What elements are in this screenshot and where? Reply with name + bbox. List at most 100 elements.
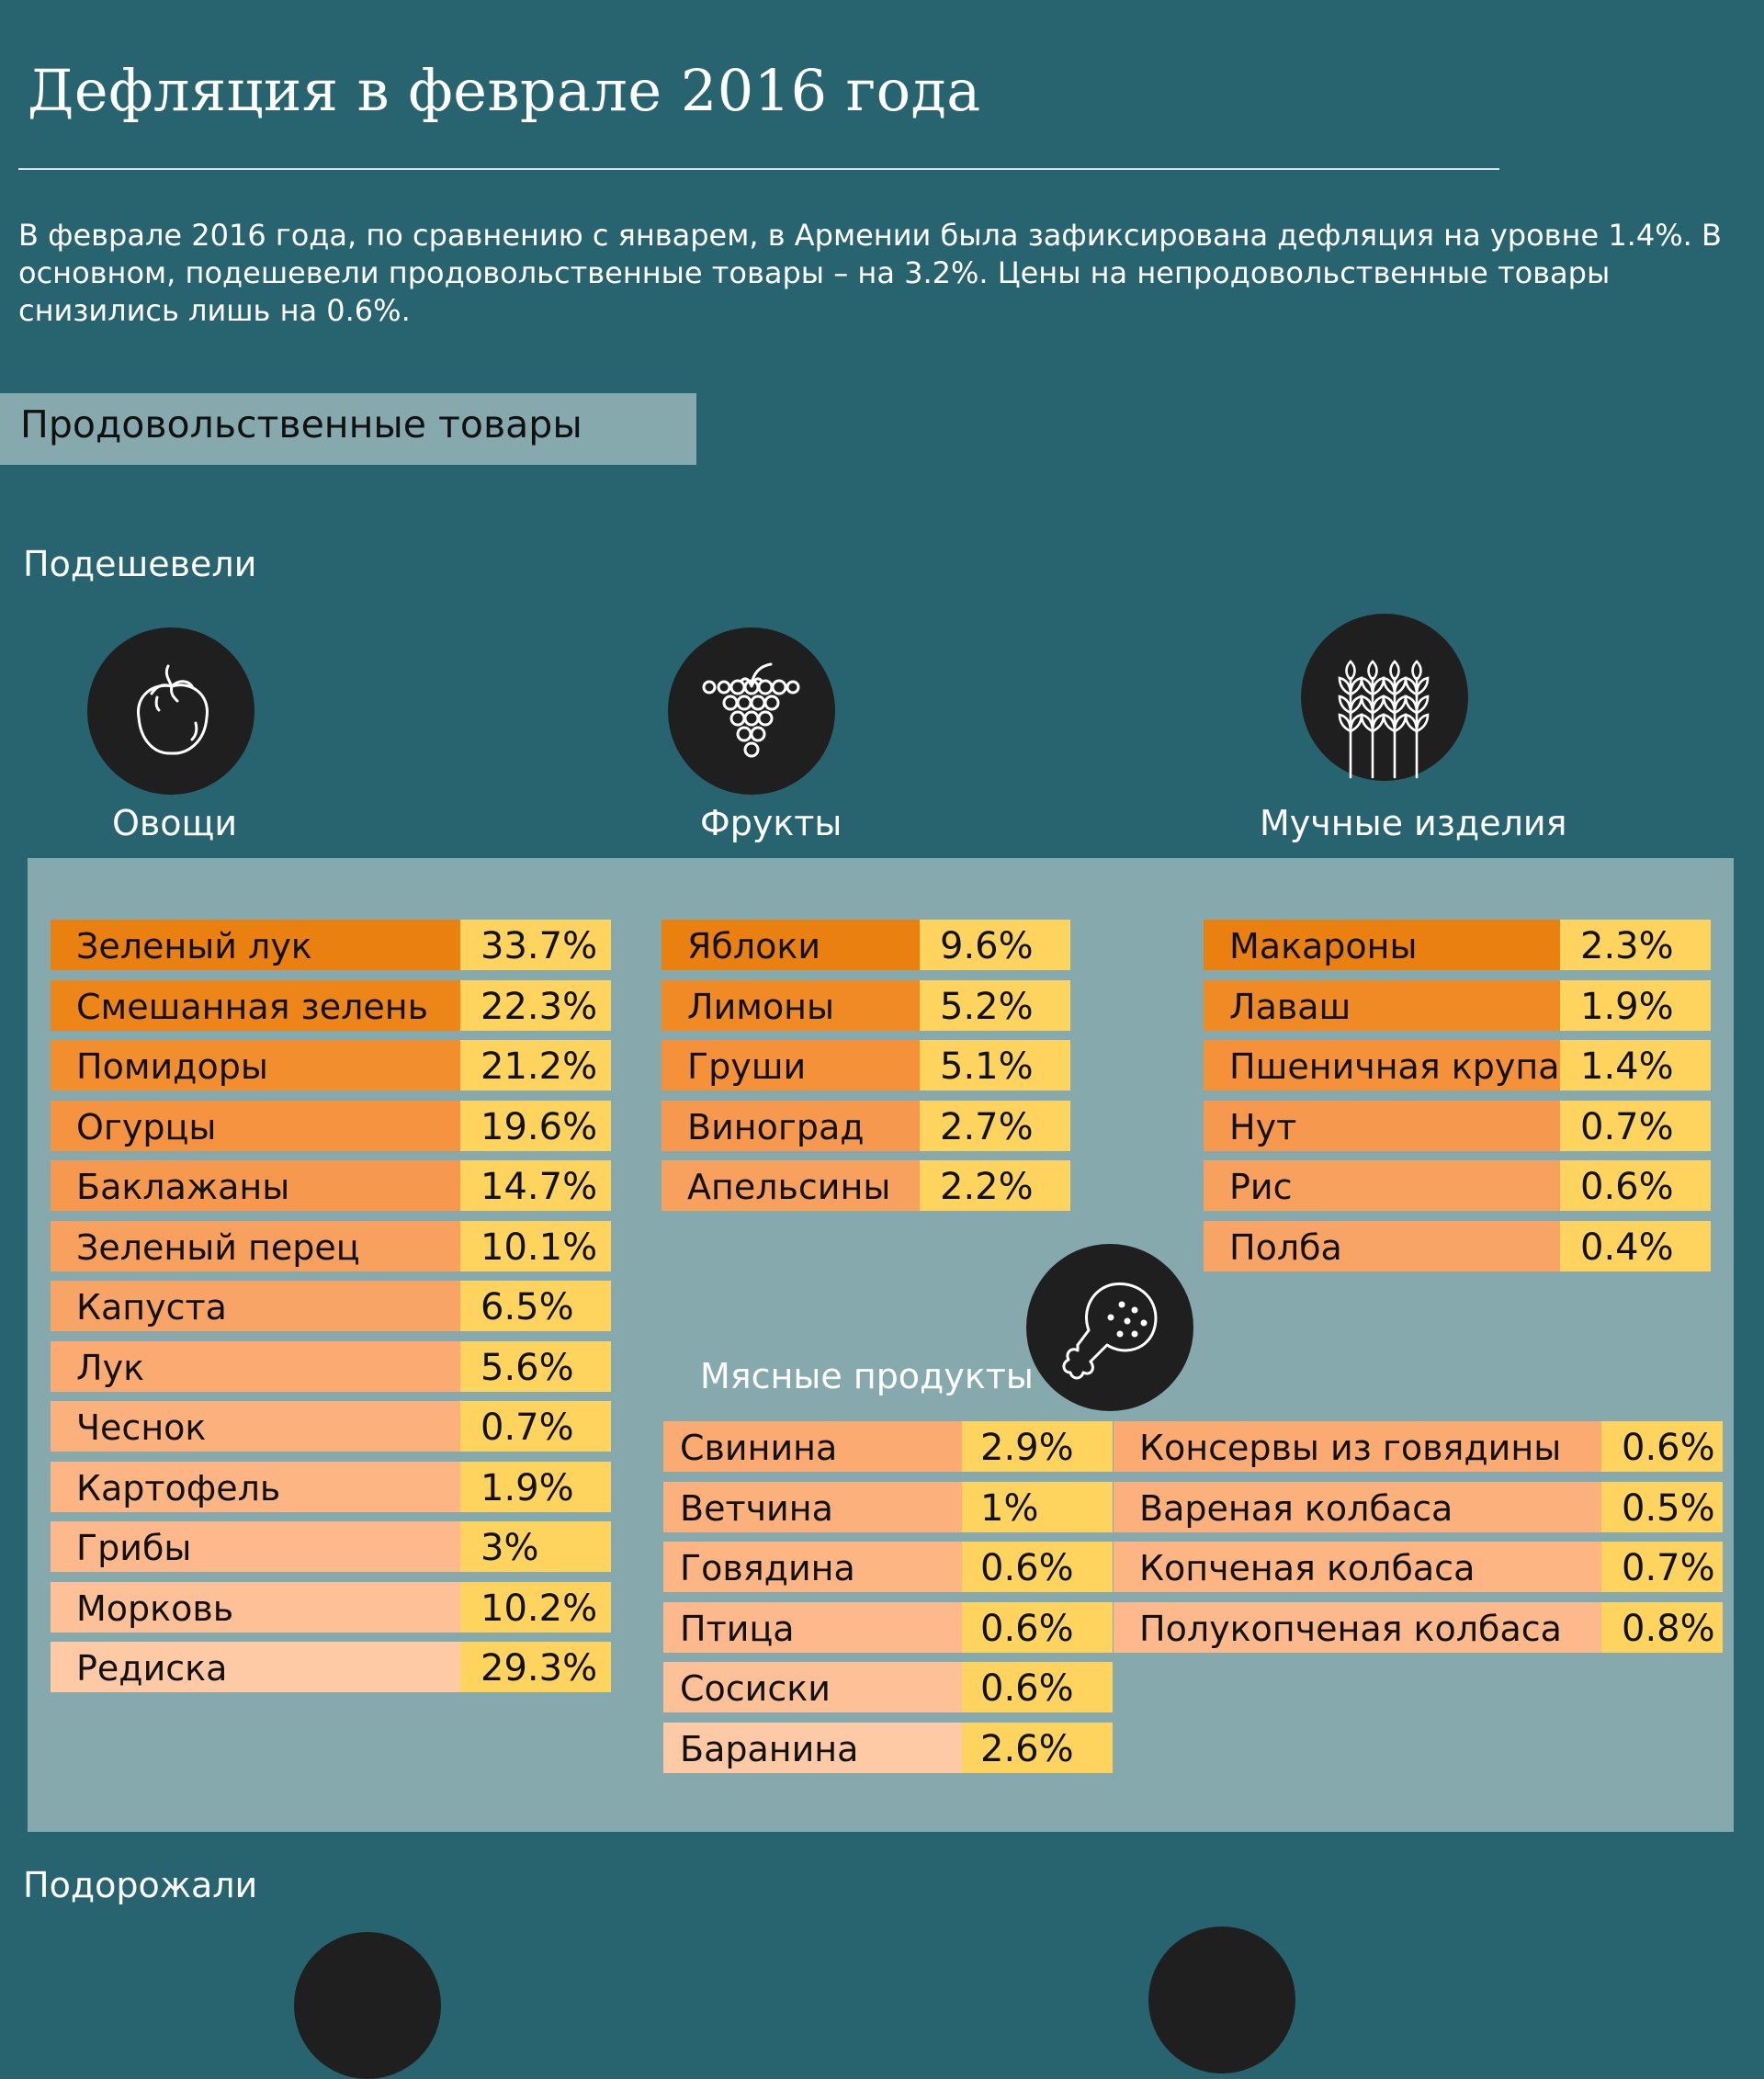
item-name: Свинина <box>663 1421 962 1472</box>
category-label-fruits: Фрукты <box>700 803 842 843</box>
item-value: 2.2% <box>920 1160 1070 1211</box>
table-row: Баранина 2.6% <box>663 1722 1113 1773</box>
table-row: Лаваш 1.9% <box>1204 979 1711 1031</box>
item-name: Лимоны <box>662 979 920 1031</box>
item-value: 0.8% <box>1601 1601 1723 1653</box>
item-name: Нут <box>1204 1100 1560 1151</box>
item-name: Вареная колбаса <box>1114 1481 1601 1532</box>
category-label-meat: Мясные продукты <box>700 1356 1034 1396</box>
item-name: Сосиски <box>663 1662 962 1712</box>
item-value: 33.7% <box>460 920 611 970</box>
vegetables-table: Зеленый лук 33.7% Смешанная зелень 22.3% Пом… <box>51 920 611 1702</box>
table-row: Морковь 10.2% <box>51 1581 611 1633</box>
intro-paragraph: В феврале 2016 года, по сравнению с янва… <box>18 218 1722 328</box>
item-name: Капуста <box>51 1281 460 1331</box>
item-name: Консервы из говядины <box>1114 1421 1601 1472</box>
table-row: Полукопченая колбаса 0.8% <box>1114 1601 1723 1653</box>
meat-table: Свинина 2.9% Ветчина 1% Говядина 0.6% Птица 0.6… <box>663 1421 1113 1782</box>
item-name: Чеснок <box>51 1401 460 1452</box>
table-row: Картофель 1.9% <box>51 1461 611 1512</box>
cheaper-heading: Подешевели <box>23 544 257 584</box>
item-name: Груши <box>662 1040 920 1090</box>
table-row: Виноград 2.7% <box>662 1100 1070 1151</box>
item-value: 1.9% <box>460 1461 611 1512</box>
table-row: Птица 0.6% <box>663 1601 1113 1653</box>
table-row: Консервы из говядины 0.6% <box>1114 1421 1723 1472</box>
item-name: Полба <box>1204 1220 1560 1271</box>
table-row: Яблоки 9.6% <box>662 920 1070 970</box>
fruits-table: Яблоки 9.6% Лимоны 5.2% Груши 5.1% Виноград 2.7… <box>662 920 1070 1221</box>
item-name: Полукопченая колбаса <box>1114 1601 1601 1653</box>
item-value: 0.6% <box>962 1542 1113 1592</box>
item-name: Яблоки <box>662 920 920 970</box>
item-value: 0.5% <box>1601 1481 1723 1532</box>
item-value: 5.6% <box>460 1340 611 1392</box>
table-row: Пшеничная крупа 1.4% <box>1204 1040 1711 1090</box>
category-label-flour: Мучные изделия <box>1260 803 1567 843</box>
item-name: Копченая колбаса <box>1114 1542 1601 1592</box>
item-value: 2.3% <box>1560 920 1711 970</box>
item-value: 0.7% <box>1601 1542 1723 1592</box>
item-value: 2.6% <box>962 1722 1113 1773</box>
item-name: Лук <box>51 1340 460 1392</box>
item-name: Баранина <box>663 1722 962 1773</box>
item-value: 0.6% <box>962 1662 1113 1712</box>
table-row: Апельсины 2.2% <box>662 1160 1070 1211</box>
item-value: 0.7% <box>1560 1100 1711 1151</box>
grapes-icon <box>668 627 835 795</box>
item-name: Говядина <box>663 1542 962 1592</box>
table-row: Рис 0.6% <box>1204 1160 1711 1211</box>
item-value: 0.6% <box>1560 1160 1711 1211</box>
table-row: Ветчина 1% <box>663 1481 1113 1532</box>
category-label-vegetables: Овощи <box>112 803 238 843</box>
table-row: Смешанная зелень 22.3% <box>51 979 611 1031</box>
section-header-bar <box>0 393 696 465</box>
item-value: 6.5% <box>460 1281 611 1331</box>
table-row: Грибы 3% <box>51 1521 611 1572</box>
table-row: Нут 0.7% <box>1204 1100 1711 1151</box>
item-name: Пшеничная крупа <box>1204 1040 1560 1090</box>
page-title: Дефляция в феврале 2016 года <box>28 57 981 124</box>
table-row: Копченая колбаса 0.7% <box>1114 1542 1723 1592</box>
item-value: 2.9% <box>962 1421 1113 1472</box>
item-name: Морковь <box>51 1581 460 1633</box>
table-row: Зеленый лук 33.7% <box>51 920 611 970</box>
item-name: Макароны <box>1204 920 1560 970</box>
table-row: Помидоры 21.2% <box>51 1040 611 1090</box>
item-value: 22.3% <box>460 979 611 1031</box>
chicken-leg-icon <box>1026 1244 1193 1411</box>
item-value: 21.2% <box>460 1040 611 1090</box>
table-row: Полба 0.4% <box>1204 1220 1711 1271</box>
pricier-heading: Подорожали <box>23 1865 258 1905</box>
table-row: Сосиски 0.6% <box>663 1662 1113 1712</box>
item-value: 14.7% <box>460 1160 611 1211</box>
table-row: Чеснок 0.7% <box>51 1401 611 1452</box>
item-name: Картофель <box>51 1461 460 1512</box>
table-row: Макароны 2.3% <box>1204 920 1711 970</box>
section-header-label: Продовольственные товары <box>20 402 582 446</box>
item-name: Смешанная зелень <box>51 979 460 1031</box>
item-name: Виноград <box>662 1100 920 1151</box>
table-row: Зеленый перец 10.1% <box>51 1220 611 1271</box>
item-value: 1.4% <box>1560 1040 1711 1090</box>
item-value: 2.7% <box>920 1100 1070 1151</box>
item-value: 0.6% <box>962 1601 1113 1653</box>
item-value: 19.6% <box>460 1100 611 1151</box>
item-value: 5.1% <box>920 1040 1070 1090</box>
wheat-icon <box>1301 614 1468 781</box>
item-value: 1.9% <box>1560 979 1711 1031</box>
item-name: Грибы <box>51 1521 460 1572</box>
next-section-icon-left <box>294 1932 441 2079</box>
table-row: Свинина 2.9% <box>663 1421 1113 1472</box>
item-value: 1% <box>962 1481 1113 1532</box>
table-row: Капуста 6.5% <box>51 1281 611 1331</box>
tomato-icon <box>87 627 254 795</box>
flour-table: Макароны 2.3% Лаваш 1.9% Пшеничная крупа 1.4%… <box>1204 920 1711 1281</box>
table-row: Груши 5.1% <box>662 1040 1070 1090</box>
item-name: Апельсины <box>662 1160 920 1211</box>
item-value: 9.6% <box>920 920 1070 970</box>
item-value: 0.4% <box>1560 1220 1711 1271</box>
item-name: Огурцы <box>51 1100 460 1151</box>
table-row: Огурцы 19.6% <box>51 1100 611 1151</box>
next-section-icon-right <box>1148 1926 1295 2073</box>
